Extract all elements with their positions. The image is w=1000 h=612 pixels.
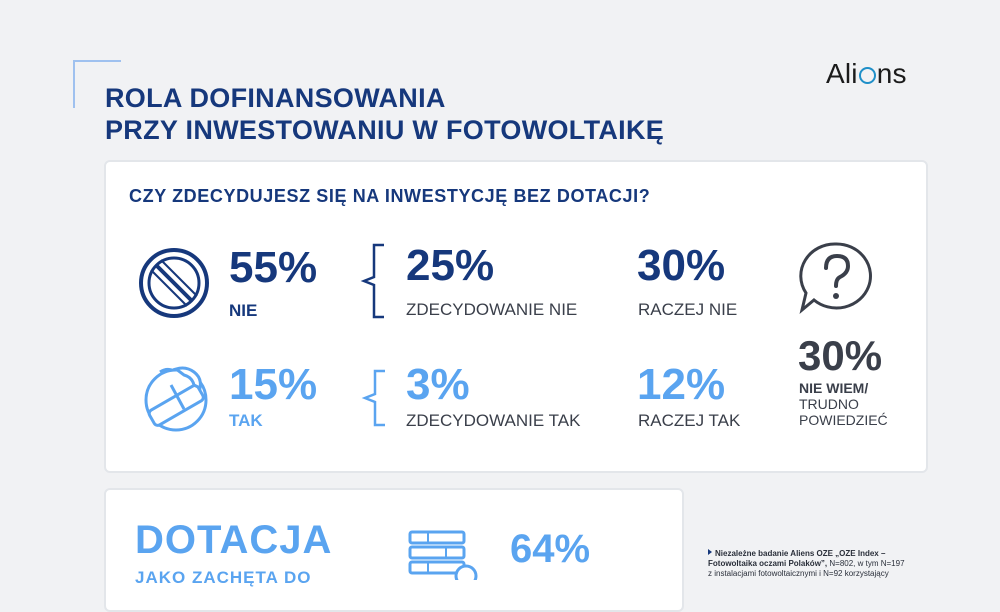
footnote-line-3: z instalacjami fotowoltaicznymi i N=92 k… xyxy=(708,569,889,578)
title-line-1: ROLA DOFINANSOWANIA xyxy=(105,83,446,113)
no-total-label: NIE xyxy=(229,301,258,320)
corner-decoration-vertical xyxy=(73,60,75,108)
footnote: Niezależne badanie Aliens OZE „OZE Index… xyxy=(708,549,905,579)
solar-panel-money-icon xyxy=(408,530,478,580)
no-rather-label: RACZEJ NIE xyxy=(638,300,738,319)
subsidy-subtitle: JAKO ZACHĘTA DO xyxy=(135,568,312,587)
prohibited-icon xyxy=(139,248,209,318)
yes-bracket xyxy=(361,369,385,427)
yes-rather-label: RACZEJ TAK xyxy=(638,411,741,430)
footnote-line-1: Niezależne badanie Aliens OZE „OZE Index… xyxy=(708,549,905,559)
footnote-line-2: Fotowoltaika oczami Polaków”, N=802, w t… xyxy=(708,559,905,568)
yes-total-label: TAK xyxy=(229,411,263,430)
no-strong-value: 25% xyxy=(406,241,495,290)
unsure-value: 30% xyxy=(798,332,883,379)
logo-globe-icon xyxy=(858,67,876,84)
unsure-label-line-2: TRUDNO xyxy=(799,396,859,412)
aliens-logo: Ali ns xyxy=(826,58,907,90)
no-rather-value: 30% xyxy=(637,241,726,290)
survey-question: CZY ZDECYDUJESZ SIĘ NA INWESTYCJĘ BEZ DO… xyxy=(129,186,651,206)
unsure-label-line-1: NIE WIEM/ xyxy=(799,380,869,396)
no-strong-label: ZDECYDOWANIE NIE xyxy=(406,300,578,319)
subsidy-value: 64% xyxy=(510,527,591,571)
no-total-value: 55% xyxy=(229,243,318,292)
question-bubble-icon xyxy=(799,242,872,315)
survey-card xyxy=(104,160,928,473)
title-line-2: PRZY INWESTOWANIU W FOTOWOLTAIKĘ xyxy=(105,115,665,145)
handshake-icon xyxy=(144,366,208,432)
logo-text-left: Ali xyxy=(826,58,858,89)
logo-text-right: ns xyxy=(876,58,907,89)
yes-strong-label: ZDECYDOWANIE TAK xyxy=(406,411,581,430)
page-title: ROLA DOFINANSOWANIA PRZY INWESTOWANIU W … xyxy=(105,82,664,146)
unsure-label-line-3: POWIEDZIEĆ xyxy=(799,412,888,428)
corner-decoration-horizontal xyxy=(73,60,121,62)
yes-total-value: 15% xyxy=(229,360,318,409)
footnote-arrow-icon xyxy=(708,549,712,555)
no-bracket xyxy=(360,243,384,319)
subsidy-title: DOTACJA xyxy=(135,518,333,562)
yes-strong-value: 3% xyxy=(406,360,470,409)
yes-rather-value: 12% xyxy=(637,360,726,409)
